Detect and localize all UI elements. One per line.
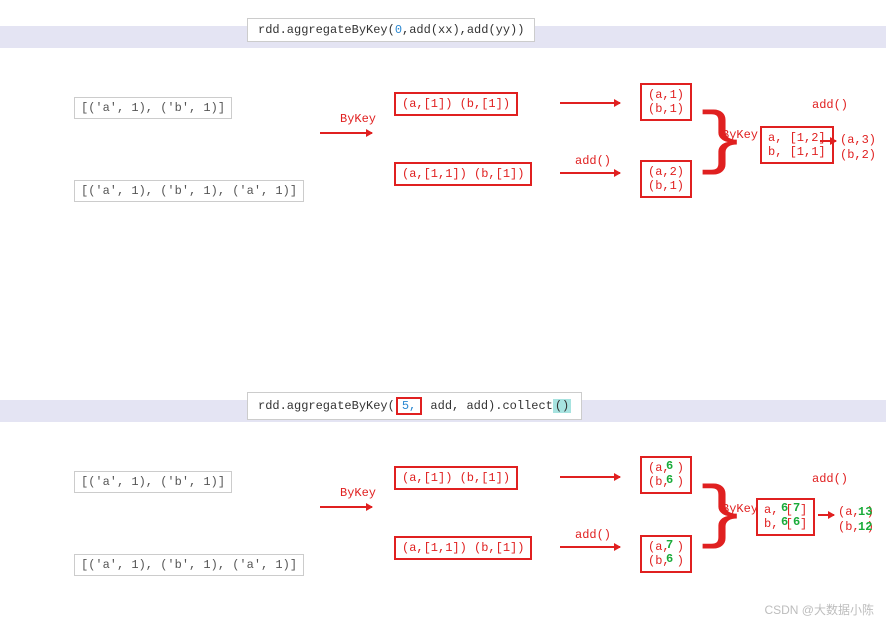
top-agg1-l2: (b,1)	[648, 102, 684, 116]
top-arrow-r	[820, 140, 836, 142]
top-addmid: add()	[575, 154, 611, 168]
bottom-addmid: add()	[575, 528, 611, 542]
top-bykey1: ByKey	[340, 112, 376, 126]
top-input1: [('a', 1), ('b', 1)]	[74, 97, 232, 119]
top-merged-l1: a, [1,2]	[768, 131, 826, 145]
bottom-merged-g1a: 6	[781, 501, 788, 515]
top-agg2: (a,2) (b,1)	[640, 160, 692, 198]
top-title-prefix: rdd.aggregateByKey(	[258, 23, 395, 37]
top-input2: [('a', 1), ('b', 1), ('a', 1)]	[74, 180, 304, 202]
top-arrow-p1	[560, 102, 620, 104]
bottom-bykey2: ByKey	[722, 502, 758, 516]
bottom-title-mid: add, add).collect	[423, 399, 553, 413]
top-agg2-l1: (a,2)	[648, 165, 684, 179]
bottom-agg2-g1: 7	[666, 538, 673, 552]
bottom-agg1-g2: 6	[666, 473, 673, 487]
top-result1: (a,3)	[840, 133, 876, 147]
bottom-curly: }	[696, 482, 746, 552]
bottom-input2: [('a', 1), ('b', 1), ('a', 1)]	[74, 554, 304, 576]
bottom-part1: (a,[1]) (b,[1])	[394, 466, 518, 490]
top-merged-l2: b, [1,1]	[768, 145, 826, 159]
top-part2: (a,[1,1]) (b,[1])	[394, 162, 532, 186]
bottom-merged-g1b: 7	[793, 501, 800, 515]
bottom-merged-g2a: 6	[781, 515, 788, 529]
bottom-addright: add()	[812, 472, 848, 486]
top-curly: }	[696, 108, 746, 178]
bottom-agg1-g1: 6	[666, 459, 673, 473]
top-merged: a, [1,2] b, [1,1]	[760, 126, 834, 164]
bottom-arrow-r	[818, 514, 834, 516]
bottom-arrow-p2	[560, 546, 620, 548]
watermark: CSDN @大数据小陈	[764, 601, 874, 618]
bottom-title-five: 5,	[396, 397, 422, 415]
bottom-merged-g2b: 6	[793, 515, 800, 529]
top-bykey2: ByKey	[722, 128, 758, 142]
top-title: rdd.aggregateByKey(0,add(xx),add(yy))	[247, 18, 535, 42]
top-agg1-l1: (a,1)	[648, 88, 684, 102]
top-arrow-p2	[560, 172, 620, 174]
bottom-result-g2: 12	[858, 520, 872, 534]
top-result2: (b,2)	[840, 148, 876, 162]
bottom-input1: [('a', 1), ('b', 1)]	[74, 471, 232, 493]
bottom-agg2-g2: 6	[666, 552, 673, 566]
bottom-arrow-in	[320, 506, 372, 508]
top-agg1: (a,1) (b,1)	[640, 83, 692, 121]
bottom-title: rdd.aggregateByKey(5, add, add).collect(…	[247, 392, 582, 420]
top-title-zero: 0	[395, 23, 402, 37]
bottom-arrow-p1	[560, 476, 620, 478]
bottom-part2: (a,[1,1]) (b,[1])	[394, 536, 532, 560]
top-addright: add()	[812, 98, 848, 112]
bottom-result-g1: 13	[858, 505, 872, 519]
top-arrow-in	[320, 132, 372, 134]
top-part1: (a,[1]) (b,[1])	[394, 92, 518, 116]
top-agg2-l2: (b,1)	[648, 179, 684, 193]
bottom-bykey1: ByKey	[340, 486, 376, 500]
bottom-title-prefix: rdd.aggregateByKey(	[258, 399, 395, 413]
top-title-suffix: ,add(xx),add(yy))	[402, 23, 524, 37]
bottom-title-collect: ()	[553, 399, 571, 413]
